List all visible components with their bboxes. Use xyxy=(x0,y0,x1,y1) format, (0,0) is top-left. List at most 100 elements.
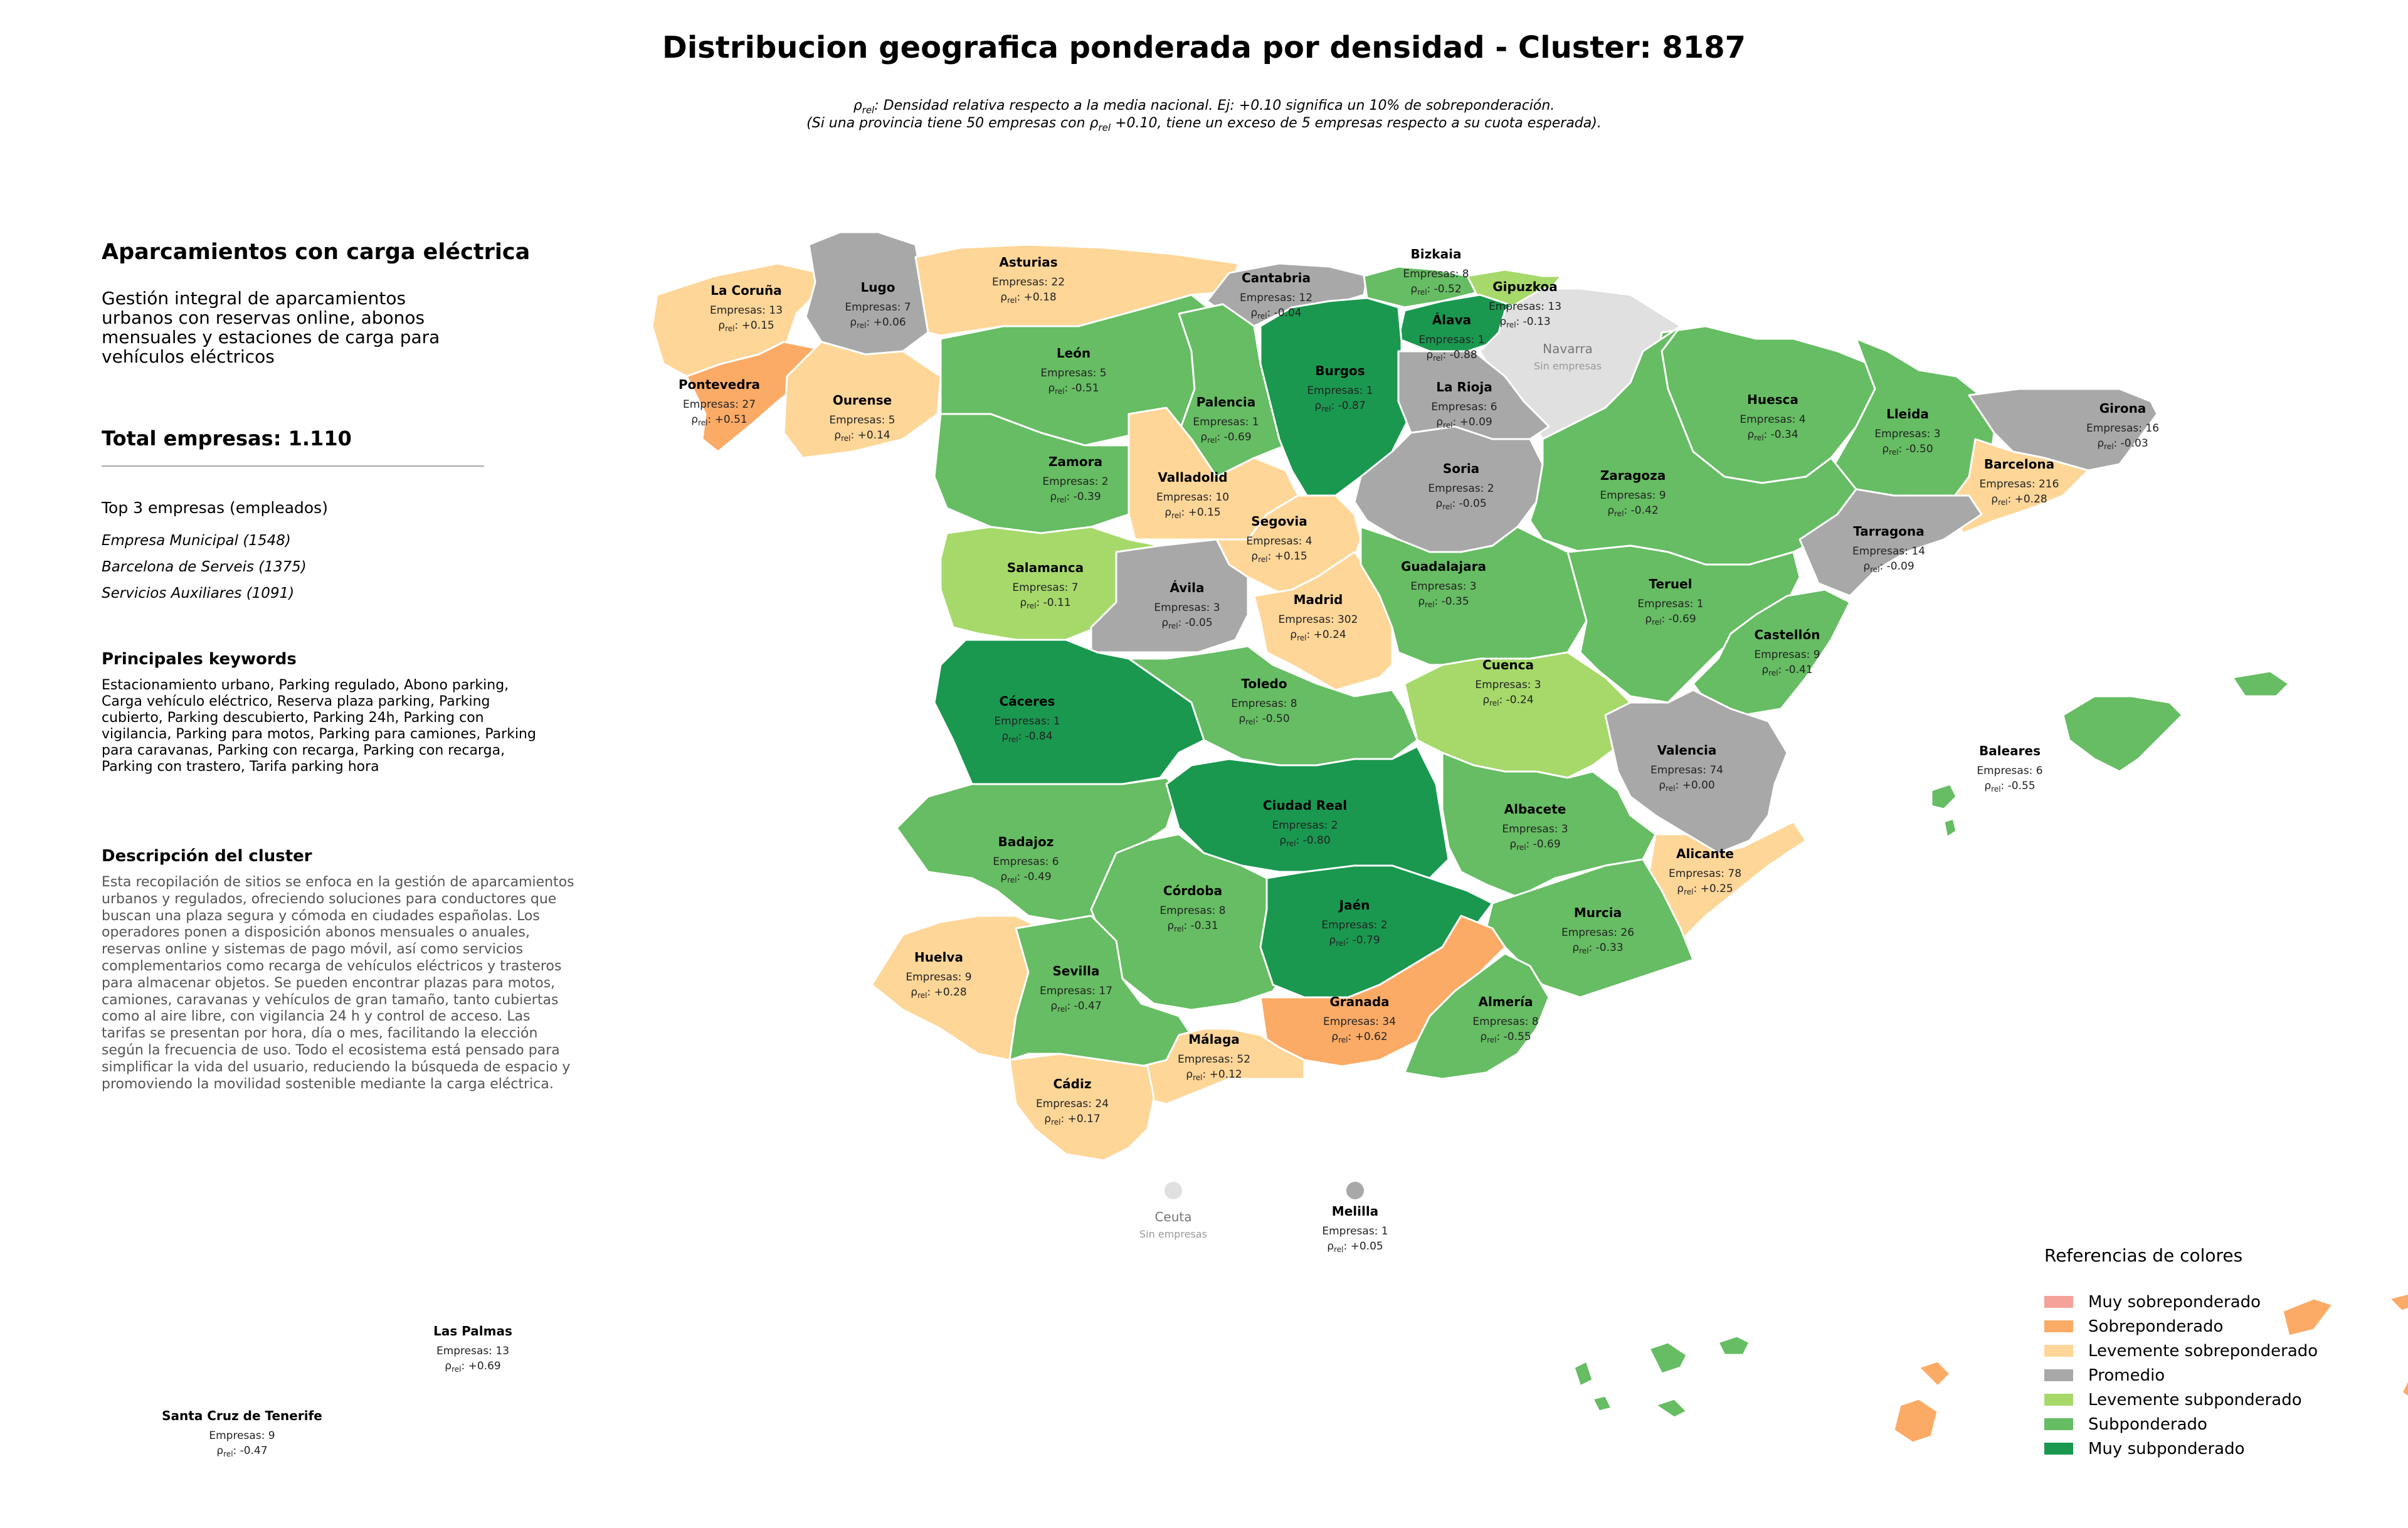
rho-value: ρrel: +0.28 xyxy=(1991,493,2047,507)
rho-value: ρrel: +0.51 xyxy=(691,413,747,427)
province-name: Gipuzkoa xyxy=(1492,279,1557,294)
cluster-description-title: Descripción del cluster xyxy=(102,847,312,866)
rho-value: ρrel: -0.47 xyxy=(1050,1000,1101,1014)
province-name: Jaén xyxy=(1338,898,1370,913)
province-name: Pontevedra xyxy=(679,377,760,392)
cluster-summary: Gestión integral de aparcamientos urbano… xyxy=(102,288,440,367)
province-label-leon: León Empresas: 5 ρrel: -0.51 xyxy=(1040,346,1106,396)
rho-value: ρrel: -0.31 xyxy=(1167,920,1218,933)
province-baleares xyxy=(2062,695,2184,773)
province-name: Albacete xyxy=(1504,802,1566,817)
density-example-note: (Si una provincia tiene 50 empresas con … xyxy=(0,115,2408,133)
company-count: Empresas: 16 xyxy=(2086,422,2159,435)
legend-item: Levemente sobreponderado xyxy=(2044,1339,2318,1363)
company-count: Empresas: 7 xyxy=(1012,581,1078,594)
company-count: Empresas: 1 xyxy=(1322,1225,1388,1238)
company-count: Empresas: 6 xyxy=(1431,401,1497,413)
province-name: Zaragoza xyxy=(1600,468,1666,483)
province-name: Cuenca xyxy=(1482,657,1534,672)
province-label-caceres: Cáceres Empresas: 1 ρrel: -0.84 xyxy=(994,694,1060,744)
rho-value: ρrel: -0.13 xyxy=(1499,316,1550,329)
rho-value: ρrel: -0.84 xyxy=(1001,730,1052,744)
province-name: Burgos xyxy=(1315,363,1365,378)
legend-swatch xyxy=(2044,1443,2073,1455)
province-label-alava: Álava Empresas: 1 ρrel: -0.88 xyxy=(1418,312,1484,363)
province-label-albacete: Albacete Empresas: 3 ρrel: -0.69 xyxy=(1502,802,1568,852)
province-castellon xyxy=(1692,588,1851,716)
color-legend: Referencias de colores Muy sobreponderad… xyxy=(2044,1245,2318,1461)
rho-value: ρrel: +0.14 xyxy=(834,429,890,443)
company-count: Empresas: 74 xyxy=(1650,764,1723,777)
example-text-start: (Si una provincia tiene 50 empresas con … xyxy=(806,115,1099,131)
company-count: Empresas: 1 xyxy=(1418,334,1484,346)
province-label-ceuta: Ceuta Sin empresas xyxy=(1139,1209,1207,1240)
company-count: Empresas: 17 xyxy=(1040,985,1112,997)
province-label-lleida: Lleida Empresas: 3 ρrel: -0.50 xyxy=(1874,406,1940,457)
legend-label: Subponderado xyxy=(2088,1414,2207,1434)
legend-label: Levemente subponderado xyxy=(2088,1390,2302,1409)
province-albacete xyxy=(1441,751,1657,898)
province-name: Lleida xyxy=(1886,406,1929,422)
province-label-alicante: Alicante Empresas: 78 ρrel: +0.25 xyxy=(1669,846,1741,896)
province-rioja xyxy=(1397,350,1550,440)
province-cadiz xyxy=(1008,1053,1155,1162)
province-name: León xyxy=(1057,346,1090,361)
rho-value: ρrel: +0.62 xyxy=(1331,1031,1387,1044)
province-tenerife xyxy=(1717,1335,1751,1356)
rho-value: ρrel: -0.41 xyxy=(1761,664,1812,677)
legend-items: Muy sobreponderado Sobreponderado Levement… xyxy=(2044,1290,2318,1461)
province-soria xyxy=(1353,425,1544,553)
density-note: ρrel: Densidad relativa respecto a la me… xyxy=(0,98,2408,115)
rho-value: ρrel: -0.55 xyxy=(1480,1031,1531,1044)
rho-value: ρrel: -0.05 xyxy=(1435,497,1486,511)
legend-item: Levemente subponderado xyxy=(2044,1387,2318,1412)
province-label-segovia: Segovia Empresas: 4 ρrel: +0.15 xyxy=(1246,514,1312,564)
province-name: Segovia xyxy=(1251,514,1307,529)
province-name: Asturias xyxy=(999,255,1057,270)
province-name: Palencia xyxy=(1196,395,1255,410)
province-name: Teruel xyxy=(1649,576,1692,592)
province-label-coruna: La Coruña Empresas: 13 ρrel: +0.15 xyxy=(710,283,783,333)
company-count: Empresas: 302 xyxy=(1279,613,1358,626)
province-label-avila: Ávila Empresas: 3 ρrel: -0.05 xyxy=(1154,580,1220,630)
province-label-guadalajara: Guadalajara Empresas: 3 ρrel: -0.35 xyxy=(1401,559,1486,609)
province-label-ourense: Ourense Empresas: 5 ρrel: +0.14 xyxy=(829,393,895,443)
top-company: Servicios Auxiliares (1091) xyxy=(102,585,295,602)
company-count: Empresas: 9 xyxy=(906,971,971,984)
keywords-list: Estacionamiento urbano, Parking regulado… xyxy=(102,677,536,775)
company-count: Empresas: 3 xyxy=(1502,823,1568,836)
province-label-zaragoza: Zaragoza Empresas: 9 ρrel: -0.42 xyxy=(1600,468,1666,518)
company-count: Empresas: 1 xyxy=(1193,416,1259,428)
company-count: Empresas: 1 xyxy=(994,715,1060,728)
province-baleares xyxy=(1930,783,1958,810)
province-baleares xyxy=(2231,670,2290,698)
province-name: Valladolid xyxy=(1158,470,1227,485)
company-count: Empresas: 8 xyxy=(1403,268,1469,280)
legend-swatch xyxy=(2044,1320,2073,1332)
figure-title: Distribucion geografica ponderada por de… xyxy=(662,30,1746,65)
company-count: Empresas: 34 xyxy=(1323,1016,1396,1028)
legend-label: Muy subponderado xyxy=(2088,1439,2245,1458)
province-tarragona xyxy=(1798,488,1983,597)
province-label-cadiz: Cádiz Empresas: 24 ρrel: +0.17 xyxy=(1036,1076,1109,1127)
province-label-bizkaia: Bizkaia Empresas: 8 ρrel: -0.52 xyxy=(1403,247,1469,297)
province-name: Almería xyxy=(1479,994,1533,1009)
company-count: Empresas: 3 xyxy=(1874,428,1940,440)
province-name: La Rioja xyxy=(1436,379,1492,395)
province-label-melilla: Melilla Empresas: 1 ρrel: +0.05 xyxy=(1322,1204,1388,1254)
province-label-huesca: Huesca Empresas: 4 ρrel: -0.34 xyxy=(1740,392,1805,442)
province-name: Toledo xyxy=(1241,676,1287,691)
province-laspalmas xyxy=(1893,1398,1939,1444)
province-tenerife xyxy=(1648,1341,1688,1375)
province-label-girona: Girona Empresas: 16 ρrel: -0.03 xyxy=(2086,401,2159,451)
province-name: Guadalajara xyxy=(1401,559,1486,574)
company-count: Empresas: 2 xyxy=(1428,482,1494,495)
rho-value: ρrel: +0.18 xyxy=(1000,291,1056,305)
rho-value: ρrel: +0.05 xyxy=(1327,1240,1383,1254)
company-count: Empresas: 4 xyxy=(1740,413,1805,426)
province-label-malaga: Málaga Empresas: 52 ρrel: +0.12 xyxy=(1178,1032,1250,1082)
province-label-toledo: Toledo Empresas: 8 ρrel: -0.50 xyxy=(1231,676,1297,726)
legend-item: Sobreponderado xyxy=(2044,1314,2318,1339)
no-data-label: Sin empresas xyxy=(1139,1228,1207,1240)
company-count: Empresas: 5 xyxy=(1040,367,1106,379)
